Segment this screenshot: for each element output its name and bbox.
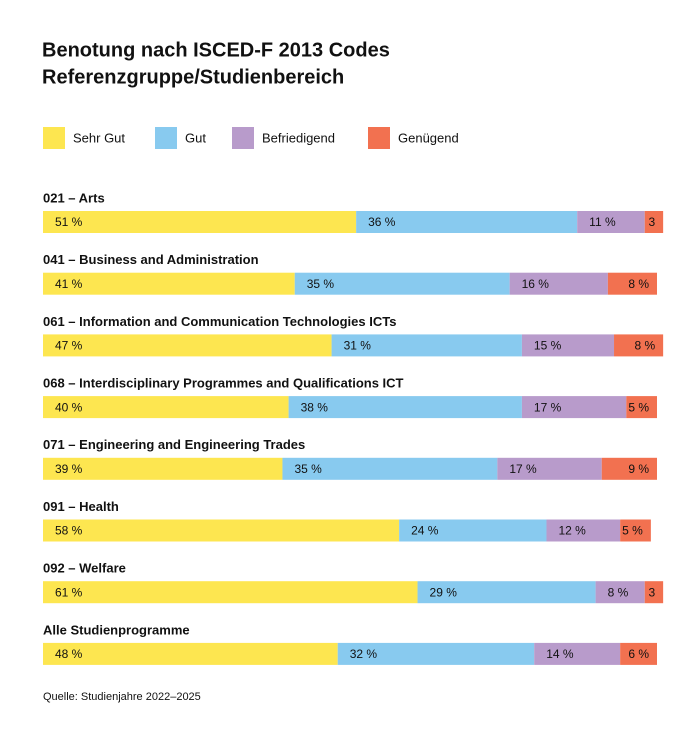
value-label: 8 % [628,277,649,291]
value-label: 38 % [301,400,329,414]
legend-label: Befriedigend [262,130,335,145]
value-label: 29 % [430,585,458,599]
value-label: 47 % [55,339,83,353]
value-label: 11 % [589,215,616,229]
value-label: 40 % [55,400,83,414]
chart-title: Benotung nach ISCED-F 2013 Codes [42,39,390,61]
bar-segment [399,519,547,542]
value-label: 8 % [608,585,629,599]
bar-segment [644,581,664,604]
legend-swatch [232,127,254,149]
bar-segment [417,581,596,604]
value-label: 41 % [55,277,83,291]
source: Quelle: Studienjahre 2022–2025 [43,691,201,703]
value-label: 3 [648,585,655,599]
value-label: 6 % [628,647,649,661]
value-label: 31 % [344,339,372,353]
bar-segment [509,272,608,295]
bar-segment [43,334,332,357]
bar-segment [43,211,357,233]
bar-segment [43,396,289,419]
value-label: 17 % [509,462,537,476]
value-label: 58 % [55,524,83,538]
value-label: 32 % [350,647,378,661]
bar-segment [43,519,400,542]
bar-segment [282,457,498,480]
value-label: 36 % [368,215,396,229]
bar-segment [620,519,651,542]
bar-segment [601,457,657,480]
legend-label: Sehr Gut [73,130,125,145]
value-label: 61 % [55,585,83,599]
category-label: Alle Studienprogramme [43,622,190,637]
category-label: 061 – Information and Communication Tech… [43,314,396,329]
value-label: 14 % [546,647,574,661]
value-label: 51 % [55,215,83,229]
category-label: 021 – Arts [43,190,105,205]
bar-segment [521,396,627,419]
bar-segment [356,211,578,233]
value-label: 39 % [55,462,83,476]
value-label: 48 % [55,647,83,661]
legend-swatch [368,127,390,149]
category-label: 091 – Health [43,499,119,514]
legend-label: Gut [185,130,206,145]
category-label: 092 – Welfare [43,561,126,576]
bar-segment [521,334,615,357]
bar-segment [294,272,510,295]
bar-segment [620,642,657,665]
value-label: 15 % [534,339,562,353]
legend-swatch [155,127,177,149]
bar-segment [43,457,283,480]
bar-segment [331,334,522,357]
value-label: 12 % [558,524,586,538]
category-label: 041 – Business and Administration [43,252,259,267]
value-label: 17 % [534,400,562,414]
value-label: 3 [648,215,655,229]
bar-segment [546,519,621,542]
bar-segment [43,642,338,665]
bar-segment [577,211,645,233]
bar-segment [337,642,535,665]
bar-segment [534,642,621,665]
value-label: 35 % [307,277,335,291]
legend-swatch [43,127,65,149]
bar-segment [614,334,664,357]
value-label: 5 % [628,400,649,414]
bar-segment [607,272,657,295]
bar-segment [626,396,657,419]
bar-segment [644,211,664,233]
value-label: 5 % [622,524,643,538]
value-label: 35 % [294,462,322,476]
category-label: 068 – Interdisciplinary Programmes and Q… [43,376,404,391]
value-label: 8 % [634,339,655,353]
category-label: 071 – Engineering and Engineering Trades [43,437,305,452]
value-label: 16 % [522,277,550,291]
value-label: 9 % [628,462,649,476]
chart-title: Referenzgruppe/Studienbereich [42,66,344,88]
bar-segment [43,272,295,295]
bar-segment [497,457,602,480]
legend-label: Genügend [398,130,459,145]
bar-segment [288,396,522,419]
value-label: 24 % [411,524,439,538]
bar-segment [43,581,418,604]
bar-segment [595,581,645,604]
